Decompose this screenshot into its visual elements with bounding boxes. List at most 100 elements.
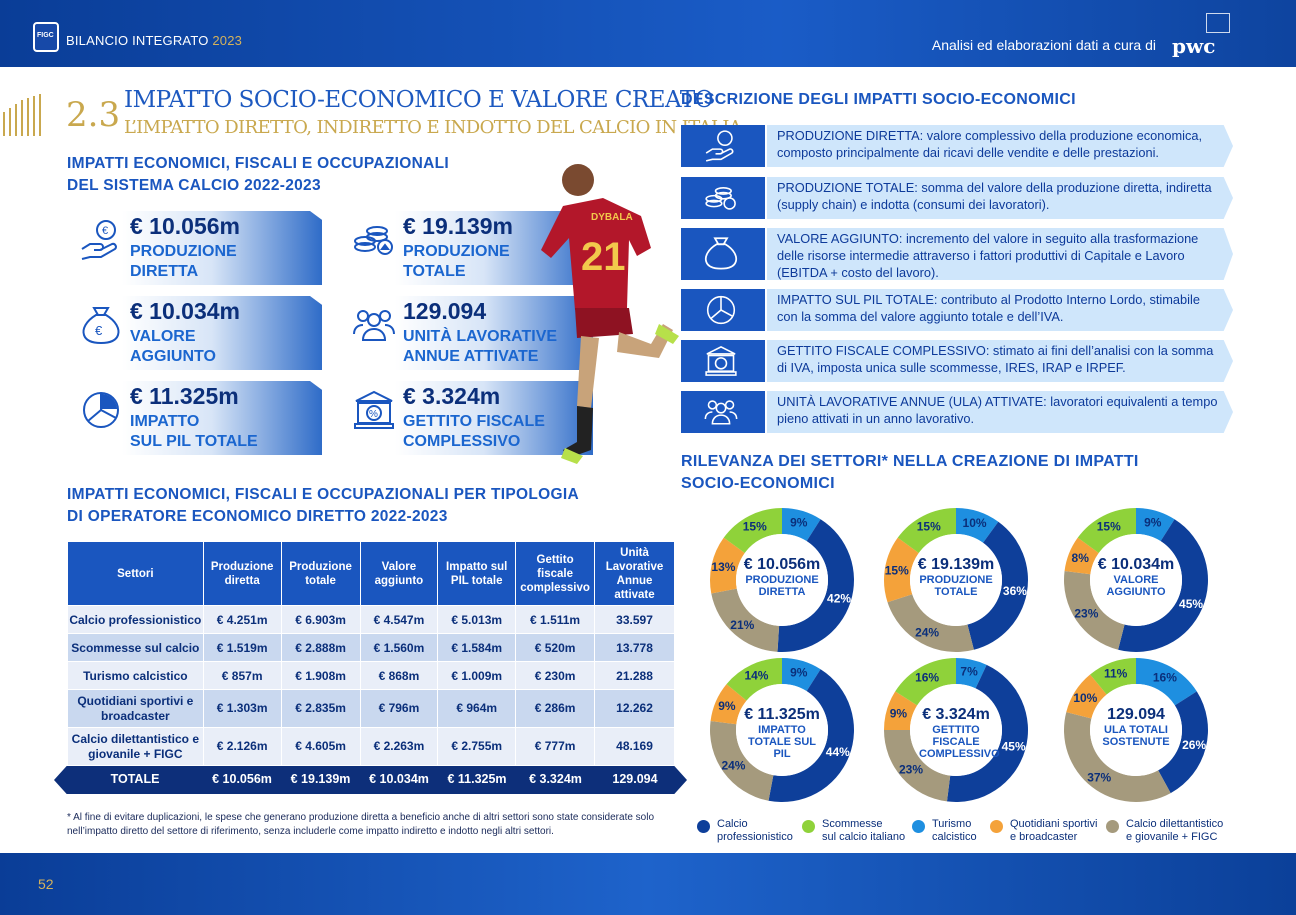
donut-center: € 3.324m GETTITO FISCALE COMPLESSIVO: [882, 706, 1030, 760]
table-cell: € 4.251m: [202, 605, 282, 634]
table-cell: Quotidiani sportivi e broadcaster: [67, 689, 204, 728]
kpi-label-line: VALORE: [130, 328, 196, 345]
donut-chart-5: 7% 45% 23% 9% 16% € 3.324m GETTITO FISCALE COM…: [882, 656, 1030, 804]
table-row: Turismo calcistico € 857m € 1.908m € 868m € …: [67, 661, 675, 690]
desc-icon-box: [681, 391, 765, 433]
desc-produzione-totale: PRODUZIONE TOTALE: somma del valore dell…: [681, 177, 1233, 219]
table-cell: € 520m: [515, 633, 596, 662]
football-player-photo: DYBALA 21: [541, 164, 679, 464]
legend-label-line: Calcio dilettantistico: [1126, 818, 1224, 830]
svg-text:€: €: [95, 323, 103, 338]
table-cell: € 2.126m: [202, 727, 282, 766]
table-cell: 21.288: [594, 661, 675, 690]
kpi-label: PRODUZIONE TOTALE: [403, 242, 510, 282]
legend-label-line: Calcio: [717, 818, 748, 830]
table-cell: € 2.755m: [437, 727, 517, 766]
donut-percent-label: 15%: [743, 520, 767, 534]
kpi-valore-aggiunto: € € 10.034m VALORE AGGIUNTO: [70, 296, 322, 370]
table-cell: € 4.605m: [280, 727, 361, 766]
donut-label: ULA TOTALI SOSTENUTE: [1102, 724, 1170, 748]
donut-hole: [736, 534, 828, 626]
legend-label: Calcio professionistico: [717, 818, 793, 844]
legend-label-line: e broadcaster: [1010, 831, 1078, 843]
donut-slice: [777, 519, 854, 652]
kpi-value: € 3.324m: [403, 383, 501, 409]
donut-percent-label: 8%: [1072, 551, 1090, 565]
donut-slice: [710, 537, 745, 594]
legend-swatch: [1106, 820, 1119, 833]
hand-coin-icon: [705, 130, 734, 162]
donut-percent-label: 15%: [885, 564, 909, 578]
table-row: Scommesse sul calcio € 1.519m € 2.888m € 1.…: [67, 633, 675, 662]
legend-label-line: calcistico: [932, 831, 977, 843]
legend-swatch: [697, 820, 710, 833]
donut-hole: [910, 534, 1002, 626]
kpi-impatto-pil: € 11.325m IMPATTO SUL PIL TOTALE: [70, 381, 322, 455]
desc-icon-box: [681, 228, 765, 280]
doc-year: 2023: [212, 33, 243, 48]
donut-percent-label: 15%: [917, 520, 941, 534]
table-cell: € 6.903m: [280, 605, 361, 634]
footnote: * Al fine di evitare duplicazioni, le sp…: [67, 812, 655, 837]
hand-coin-icon: €: [81, 220, 117, 260]
table-cell: € 777m: [515, 727, 596, 766]
legend-swatch: [912, 820, 925, 833]
donut-percent-label: 24%: [721, 758, 745, 772]
table-cell: € 1.560m: [359, 633, 439, 662]
kpi-heading-line: DEL SISTEMA CALCIO 2022-2023: [67, 177, 321, 194]
donut-percent-label: 21%: [730, 618, 754, 632]
kpi-heading: IMPATTI ECONOMICI, FISCALI E OCCUPAZIONA…: [67, 153, 449, 197]
total-cell: € 11.325m: [447, 772, 507, 786]
gold-stripes-decoration: [3, 94, 41, 136]
donut-percent-label: 23%: [899, 763, 923, 777]
donut-percent-label: 45%: [1179, 597, 1203, 611]
kpi-label-line: ANNUE ATTIVATE: [403, 348, 539, 365]
table-cell: € 1.009m: [437, 661, 517, 690]
kpi-label-line: PRODUZIONE: [403, 243, 510, 260]
donut-percent-label: 24%: [915, 626, 939, 640]
table-cell: € 4.547m: [359, 605, 439, 634]
kpi-heading-line: IMPATTI ECONOMICI, FISCALI E OCCUPAZIONA…: [67, 155, 450, 172]
donut-percent-label: 44%: [826, 745, 850, 759]
people-icon: [704, 400, 738, 425]
donut-percent-label: 13%: [711, 560, 735, 574]
table-row: Quotidiani sportivi e broadcaster € 1.303…: [67, 689, 675, 728]
legend-label: Scommesse sul calcio italiano: [822, 818, 905, 844]
donut-slice: [884, 691, 918, 730]
donut-slice: [726, 658, 782, 701]
legend-label-line: professionistico: [717, 831, 793, 843]
bottom-banner: [0, 853, 1296, 915]
kpi-value: € 10.034m: [130, 298, 240, 324]
donut-value: € 19.139m: [917, 556, 995, 573]
kpi-background: [122, 296, 322, 370]
kpi-background: [122, 211, 322, 285]
donut-slice: [1118, 519, 1208, 652]
pwc-logo-mark: [1206, 13, 1230, 33]
desc-valore-aggiunto: VALORE AGGIUNTO: incremento del valore i…: [681, 228, 1233, 280]
kpi-background: [395, 381, 593, 455]
table-heading: IMPATTI ECONOMICI, FISCALI E OCCUPAZIONA…: [67, 484, 579, 528]
desc-icon-box: [681, 340, 765, 382]
donut-svg: 9% 45% 23% 8% 15%: [1064, 508, 1208, 652]
donut-slice: [710, 720, 774, 801]
donut-value: 129.094: [1107, 706, 1165, 723]
donut-label: PRODUZIONE DIRETTA: [745, 574, 819, 598]
donut-hole: [736, 684, 828, 776]
kpi-label-line: IMPATTO: [130, 413, 200, 430]
legend-label-line: sul calcio italiano: [822, 831, 906, 843]
table-cell: 33.597: [594, 605, 675, 634]
donut-percent-label: 16%: [915, 670, 939, 684]
section-title: IMPATTO SOCIO-ECONOMICO E VALORE CREATO: [124, 87, 714, 113]
donut-percent-label: 9%: [790, 515, 808, 529]
donut-center: € 10.056m PRODUZIONE DIRETTA: [708, 556, 856, 598]
doc-title-text: BILANCIO INTEGRATO: [66, 33, 209, 48]
donut-percent-label: 15%: [1097, 520, 1121, 534]
donut-slice: [1136, 508, 1175, 542]
legend-label: Turismo calcistico: [932, 818, 977, 844]
table-cell: € 796m: [359, 689, 439, 728]
donut-slice: [1158, 691, 1208, 794]
table-cell: € 1.584m: [437, 633, 517, 662]
donut-slice: [1077, 508, 1136, 553]
table-cell: € 1.519m: [202, 633, 282, 662]
legend-label: Calcio dilettantistico e giovanile + FIGC: [1126, 818, 1223, 844]
